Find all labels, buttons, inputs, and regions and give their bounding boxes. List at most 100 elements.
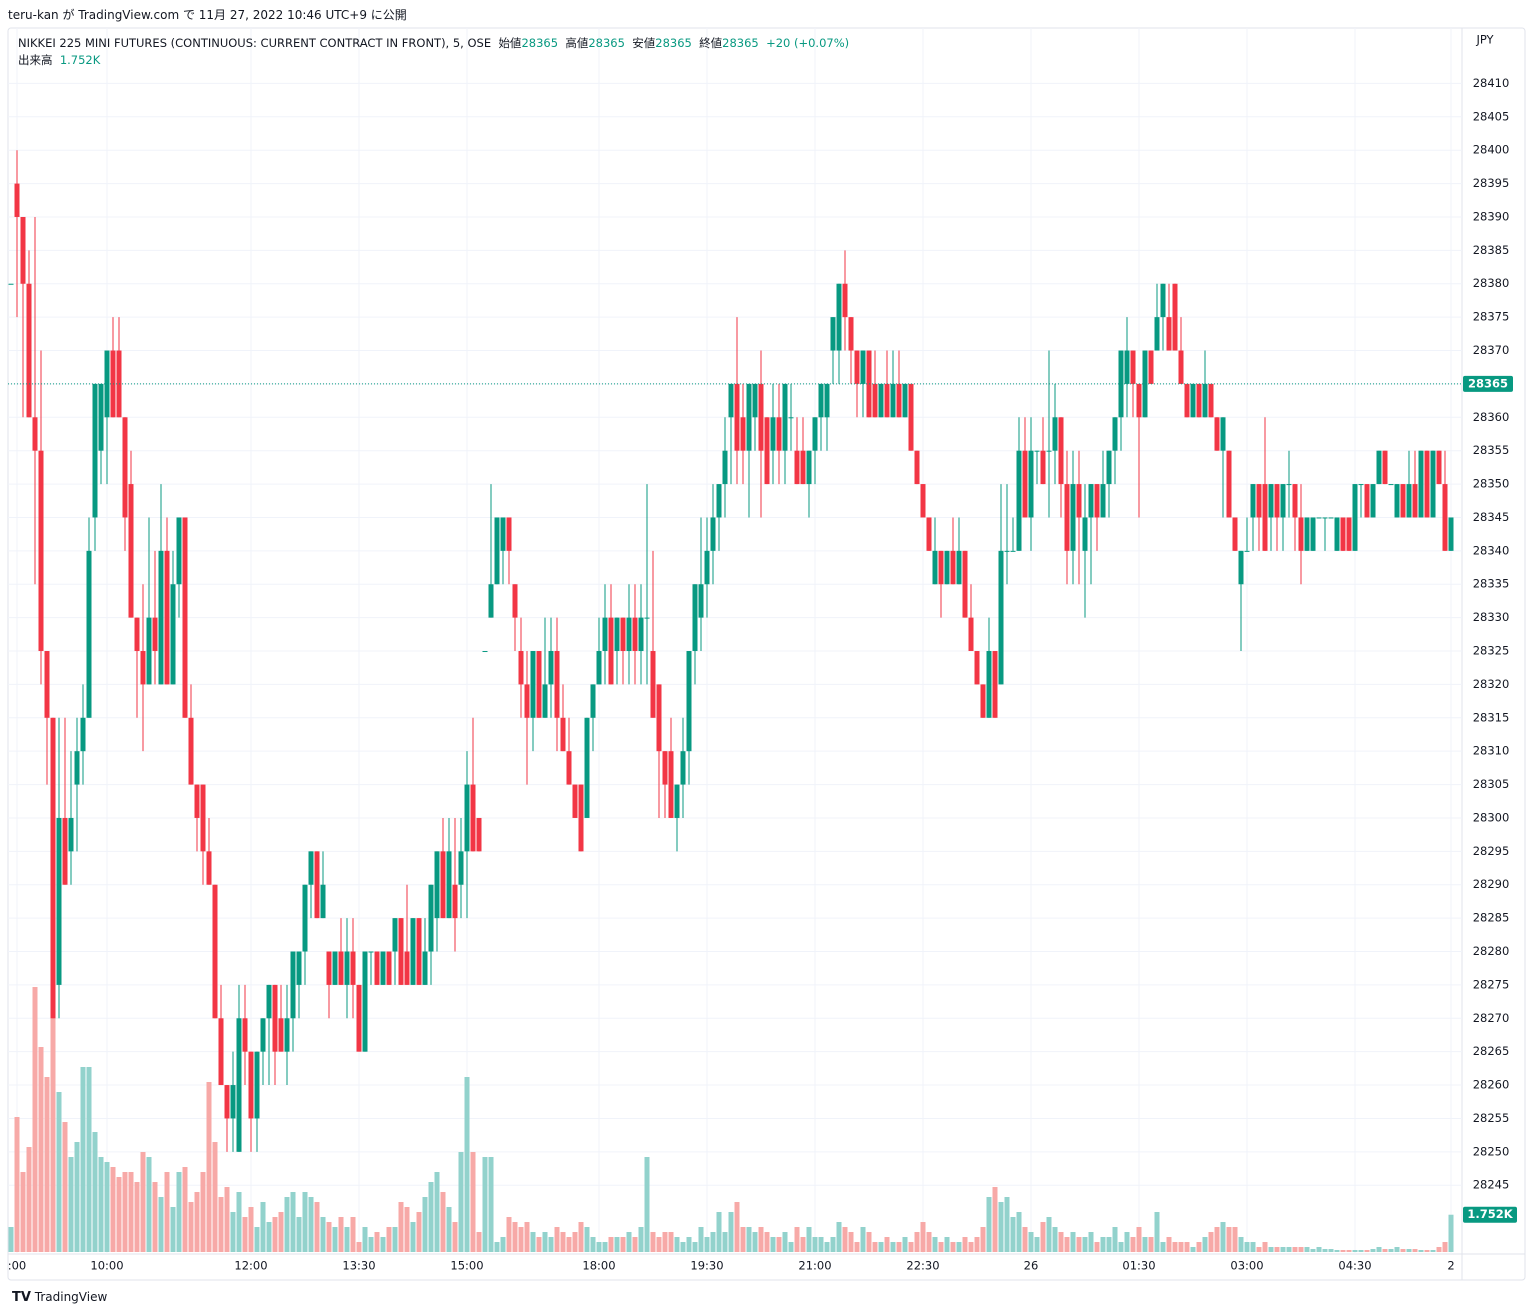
candle-body bbox=[728, 383, 734, 418]
candle-body bbox=[806, 450, 812, 485]
candle-body bbox=[308, 851, 314, 885]
volume-bar bbox=[260, 1202, 266, 1252]
candle-body bbox=[878, 383, 884, 418]
volume-bar bbox=[1172, 1242, 1178, 1252]
candle-body bbox=[470, 784, 476, 852]
volume-bar bbox=[1022, 1227, 1028, 1252]
candle-body bbox=[776, 417, 782, 451]
candle-body bbox=[416, 918, 422, 985]
candle-body bbox=[758, 383, 764, 451]
volume-bar bbox=[494, 1242, 500, 1252]
volume-bar bbox=[476, 1232, 482, 1252]
candle-body bbox=[1094, 484, 1100, 518]
volume-bar bbox=[1178, 1242, 1184, 1252]
footer-text[interactable]: TradingView bbox=[34, 1290, 108, 1304]
y-tick-label: 28265 bbox=[1473, 1044, 1510, 1058]
candle-body bbox=[1250, 484, 1256, 518]
y-tick-label: 28380 bbox=[1473, 276, 1510, 290]
candle-body bbox=[530, 651, 536, 718]
footer-logo[interactable]: 𝗧𝗩 TradingView bbox=[12, 1290, 108, 1305]
y-tick-label: 28335 bbox=[1473, 577, 1510, 591]
ohlc-value: 28365 bbox=[588, 36, 625, 50]
volume-bar bbox=[938, 1242, 944, 1252]
volume-bar bbox=[1340, 1250, 1346, 1252]
volume-bar bbox=[20, 1172, 26, 1252]
volume-bar bbox=[1394, 1247, 1400, 1252]
candle-body bbox=[230, 1085, 236, 1119]
candle-body bbox=[968, 617, 974, 652]
x-tick-label: 2 bbox=[1447, 1259, 1454, 1273]
candle-body bbox=[494, 517, 500, 585]
volume-bar bbox=[758, 1227, 764, 1252]
volume-bar bbox=[872, 1242, 878, 1252]
candle-body bbox=[1364, 484, 1370, 518]
candle-body bbox=[98, 383, 104, 451]
volume-bar bbox=[422, 1197, 428, 1252]
candle-body bbox=[14, 183, 20, 217]
volume-bar bbox=[242, 1217, 248, 1252]
volume-bar bbox=[434, 1172, 440, 1252]
candle-body bbox=[1226, 450, 1232, 518]
volume-bar bbox=[398, 1202, 404, 1252]
candle-body bbox=[302, 884, 308, 952]
candle-body bbox=[1280, 484, 1286, 518]
volume-bar bbox=[734, 1202, 740, 1252]
candle-body bbox=[1190, 383, 1196, 418]
candle-body bbox=[212, 884, 218, 1019]
volume-bar bbox=[818, 1237, 824, 1252]
candle-body bbox=[1448, 517, 1454, 551]
volume-bar bbox=[956, 1242, 962, 1252]
volume-bar bbox=[542, 1232, 548, 1252]
candle-body bbox=[374, 951, 380, 985]
volume-bar bbox=[740, 1227, 746, 1252]
candle-body bbox=[896, 383, 902, 418]
y-tick-label: 28245 bbox=[1473, 1178, 1510, 1192]
candle-body bbox=[1106, 450, 1112, 485]
candle-body bbox=[674, 784, 680, 818]
volume-bar bbox=[560, 1232, 566, 1252]
volume-bar bbox=[1328, 1249, 1334, 1252]
candle-body bbox=[500, 517, 506, 551]
candle-body bbox=[506, 517, 512, 551]
volume-bar bbox=[392, 1227, 398, 1252]
volume-bar bbox=[1418, 1250, 1424, 1252]
candle-body bbox=[158, 550, 164, 685]
candle-body bbox=[1334, 517, 1340, 551]
volume-bar bbox=[56, 1092, 62, 1252]
candle-body bbox=[164, 550, 170, 685]
volume-bar bbox=[842, 1227, 848, 1252]
candle-body bbox=[74, 751, 80, 785]
candle-body bbox=[152, 617, 158, 652]
volume-bar bbox=[320, 1217, 326, 1252]
candle-body bbox=[1196, 383, 1202, 418]
y-tick-label: 28290 bbox=[1473, 877, 1510, 891]
volume-bar bbox=[482, 1157, 488, 1252]
x-tick-label: 22:30 bbox=[906, 1259, 939, 1273]
volume-bar bbox=[1358, 1250, 1364, 1252]
volume-bar bbox=[680, 1242, 686, 1252]
volume-bar bbox=[356, 1242, 362, 1252]
volume-bar bbox=[134, 1182, 140, 1252]
candle-body bbox=[974, 651, 980, 685]
y-tick-label: 28405 bbox=[1473, 109, 1510, 123]
candle-body bbox=[908, 383, 914, 451]
candle-body bbox=[566, 751, 572, 785]
volume-bar bbox=[302, 1192, 308, 1252]
volume-bar bbox=[1088, 1232, 1094, 1252]
candle-body bbox=[1124, 350, 1130, 384]
volume-bar bbox=[206, 1082, 212, 1252]
volume-bar bbox=[968, 1242, 974, 1252]
volume-bar bbox=[626, 1232, 632, 1252]
volume-bar bbox=[152, 1182, 158, 1252]
volume-bar bbox=[866, 1232, 872, 1252]
candle-body bbox=[1436, 450, 1442, 485]
volume-bar bbox=[860, 1227, 866, 1252]
candle-body bbox=[1058, 417, 1064, 485]
candle-body bbox=[440, 851, 446, 919]
volume-bar bbox=[710, 1232, 716, 1252]
candle-body bbox=[368, 951, 374, 953]
chart-frame bbox=[7, 27, 1526, 1281]
candle-body bbox=[476, 817, 482, 852]
volume-bar bbox=[554, 1227, 560, 1252]
last-volume-box bbox=[1463, 1206, 1517, 1223]
